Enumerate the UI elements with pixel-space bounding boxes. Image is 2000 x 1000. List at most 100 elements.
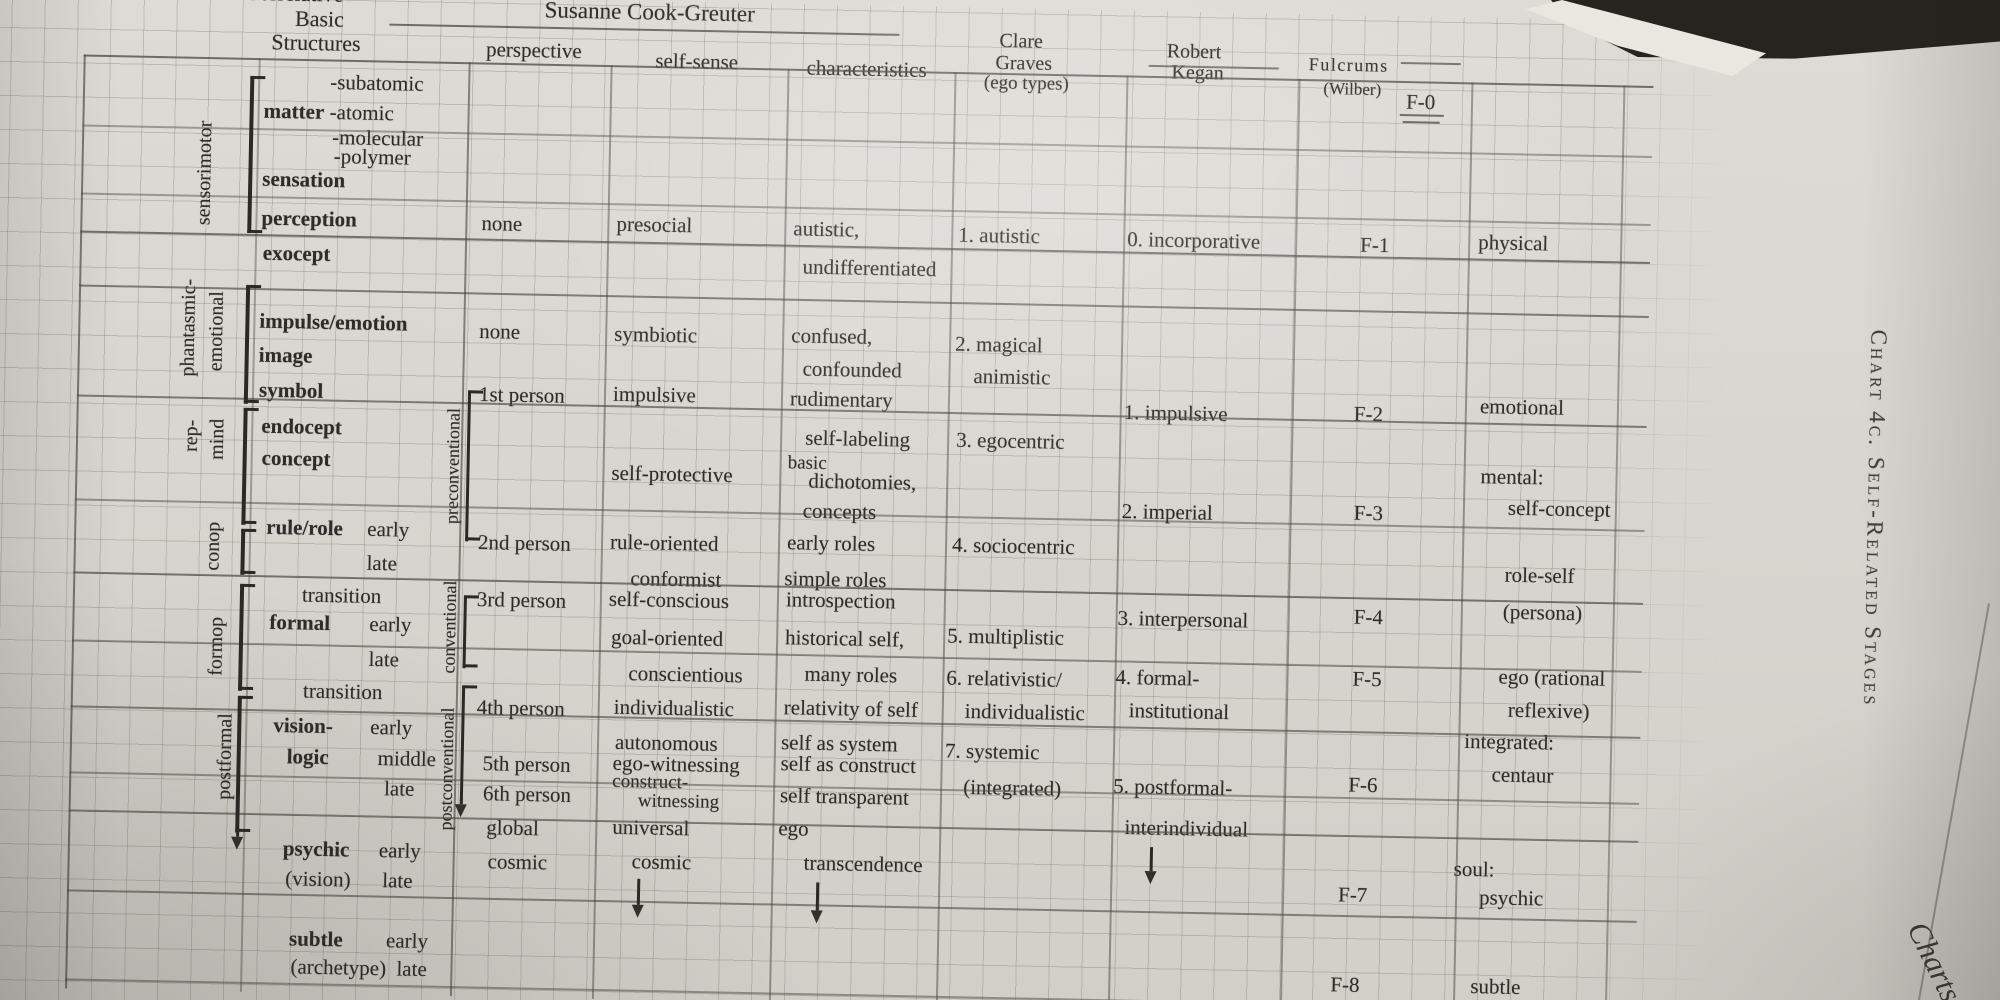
persp-6th-person: 6th person bbox=[482, 781, 572, 807]
persp-3rd-person: 3rd person bbox=[476, 587, 567, 613]
bs-rule-role: rule/role bbox=[266, 514, 344, 541]
ch-confused: confused, bbox=[791, 323, 873, 349]
bracket-conop bbox=[240, 529, 246, 575]
bs-vision-paren: (vision) bbox=[285, 866, 351, 892]
fulcrum-4: F-4 bbox=[1353, 604, 1384, 630]
bracket-tick bbox=[468, 389, 484, 394]
kegan-4-institutional: institutional bbox=[1128, 698, 1230, 725]
bs-atomic: -atomic bbox=[329, 99, 395, 126]
group-conop: conop bbox=[201, 521, 225, 571]
group-rep-mind-2: mind bbox=[205, 418, 229, 461]
kegan-0-incorporative: 0. incorporative bbox=[1127, 227, 1261, 254]
bs-transition-formop: transition bbox=[302, 678, 383, 705]
bs-sensation: sensation bbox=[262, 166, 346, 193]
ch-self-as-construct: self as construct bbox=[780, 751, 917, 778]
bs-endocept: endocept bbox=[261, 413, 343, 440]
bracket-tick bbox=[465, 536, 481, 541]
kegan-4-formal: 4. formal- bbox=[1115, 664, 1200, 691]
kegan-3-interpersonal: 3. interpersonal bbox=[1117, 605, 1249, 633]
ss-self-protective: self-protective bbox=[611, 460, 733, 488]
stage-centaur: centaur bbox=[1491, 762, 1554, 788]
ss-construct-witnessing-2: witnessing bbox=[637, 790, 720, 813]
bs-psychic-late: late bbox=[382, 868, 413, 893]
graves-7-systemic: 7. systemic bbox=[944, 738, 1040, 765]
stage-reflexive: reflexive) bbox=[1507, 697, 1590, 724]
bs-archetype: (archetype) bbox=[290, 954, 387, 981]
bracket-phantasmic-emotional bbox=[243, 285, 251, 404]
ch-introspection: introspection bbox=[785, 587, 896, 614]
arrow-characteristics-icon bbox=[810, 910, 823, 924]
arrow-self-sense-icon-shaft bbox=[636, 878, 640, 905]
graves-3-egocentric: 3. egocentric bbox=[955, 427, 1065, 454]
bracket-tick bbox=[250, 75, 266, 79]
bs-subtle-early: early bbox=[385, 928, 429, 954]
bracket-tick bbox=[463, 594, 479, 599]
fulcrum-3: F-3 bbox=[1353, 500, 1384, 526]
bs-formal-early: early bbox=[369, 611, 412, 637]
arrow-self-sense-icon bbox=[631, 904, 644, 918]
col-rule-characteristics bbox=[768, 68, 790, 1000]
group-formop: formop bbox=[204, 616, 228, 676]
header-graves-2: Graves bbox=[995, 51, 1053, 75]
bs-vision-early: early bbox=[370, 714, 413, 740]
ss-self-conscious: self-conscious bbox=[608, 586, 730, 614]
persp-none-1: none bbox=[481, 211, 523, 236]
bracket-postconventional bbox=[459, 686, 466, 802]
bracket-preconventional bbox=[465, 391, 472, 542]
persp-2nd-person: 2nd person bbox=[477, 530, 572, 556]
kegan-1-impulsive: 1. impulsive bbox=[1123, 399, 1228, 427]
fulcrum-5: F-5 bbox=[1352, 666, 1382, 692]
kegan-5-interindividual: interindividual bbox=[1124, 815, 1249, 842]
bracket-tick bbox=[238, 686, 254, 690]
f0-underline-2 bbox=[1402, 121, 1440, 124]
bs-formal-late: late bbox=[368, 646, 400, 672]
f0-underline-1 bbox=[1399, 113, 1444, 117]
ch-dichotomies: dichotomies, bbox=[808, 468, 917, 495]
graves-6-relativistic: 6. relativistic/ bbox=[946, 665, 1063, 692]
ch-undifferentiated: undifferentiated bbox=[802, 254, 937, 282]
group-phantasmic-emotional-2: emotional bbox=[204, 291, 229, 372]
header-correlative: Correlative bbox=[244, 0, 343, 7]
arrow-postformal-icon bbox=[230, 836, 244, 850]
ss-presocial: presocial bbox=[616, 211, 693, 238]
header-basic: Basic bbox=[294, 5, 345, 32]
group-rep-mind-1: rep- bbox=[179, 419, 203, 453]
stage-soul: soul: bbox=[1453, 856, 1495, 882]
bs-rule-role-early: early bbox=[367, 516, 410, 542]
header-fulcrums: Fulcrums bbox=[1308, 54, 1390, 76]
row-rule-1 bbox=[82, 124, 1653, 158]
bs-image: image bbox=[258, 342, 313, 368]
ch-early-roles: early roles bbox=[786, 530, 876, 557]
bs-exocept: exocept bbox=[262, 240, 331, 267]
ch-transcendence: transcendence bbox=[803, 850, 923, 878]
fulcrum-0: F-0 bbox=[1405, 89, 1436, 115]
bs-impulse-emotion: impulse/emotion bbox=[259, 308, 408, 336]
stage-subtle: subtle bbox=[1470, 974, 1521, 1000]
bracket-tick bbox=[240, 583, 256, 587]
group-phantasmic-emotional-1: phantasmic- bbox=[176, 278, 201, 377]
bracket-formop bbox=[238, 584, 245, 691]
bracket-conventional bbox=[462, 596, 467, 669]
bs-formal: formal bbox=[269, 609, 331, 636]
fulcrum-7: F-7 bbox=[1337, 882, 1368, 907]
bs-logic-late: late bbox=[383, 776, 415, 801]
arrow-kegan-icon bbox=[1144, 870, 1157, 885]
stage-role-self: role-self bbox=[1504, 562, 1575, 589]
row-rule-12 bbox=[66, 889, 1637, 923]
bracket-tick bbox=[462, 684, 478, 689]
stage-emotional: emotional bbox=[1479, 394, 1565, 420]
bracket-tick bbox=[237, 695, 253, 699]
graves-7-integrated: (integrated) bbox=[962, 774, 1062, 801]
bs-rule-role-late: late bbox=[366, 550, 398, 576]
persp-none-2: none bbox=[479, 319, 521, 344]
bs-vision: vision- bbox=[273, 712, 334, 739]
bracket-tick bbox=[243, 407, 259, 411]
ch-autistic: autistic, bbox=[793, 216, 860, 242]
arrow-postconventional-icon bbox=[454, 804, 467, 818]
stage-mental: mental: bbox=[1480, 464, 1544, 490]
ch-relativity-of-self: relativity of self bbox=[783, 695, 919, 722]
bracket-tick bbox=[240, 570, 256, 574]
bs-polymer: -polymer bbox=[333, 144, 411, 170]
ss-cosmic: cosmic bbox=[631, 849, 692, 875]
fulcrums-rule-right bbox=[1400, 61, 1461, 65]
